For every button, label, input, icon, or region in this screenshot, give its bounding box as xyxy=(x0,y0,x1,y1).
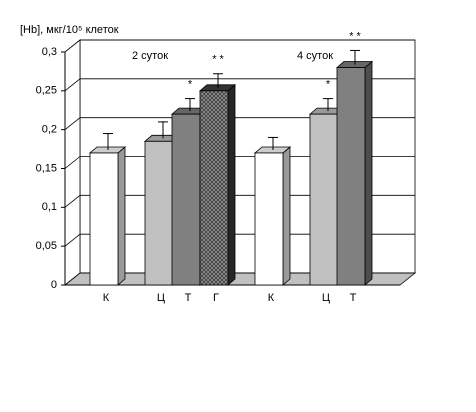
significance-mark: * * xyxy=(349,30,361,42)
grid-line xyxy=(64,233,81,247)
group-label: 2 суток xyxy=(132,50,168,62)
x-tick-label: Г xyxy=(213,292,219,304)
y-tick-label: 0,3 xyxy=(42,46,57,58)
bar-side xyxy=(117,146,126,286)
y-tick-label: 0,05 xyxy=(36,240,57,252)
bar xyxy=(309,113,339,286)
x-tick-label: Ц xyxy=(322,292,330,304)
significance-mark: * * xyxy=(212,54,224,66)
significance-mark: * xyxy=(326,79,331,91)
grid-line xyxy=(64,117,81,130)
significance-mark: * xyxy=(188,79,193,91)
grid-line xyxy=(64,156,81,169)
bar-side xyxy=(282,146,291,286)
x-tick-label: К xyxy=(103,292,110,304)
bar xyxy=(336,67,366,286)
chart-title: [Hb], мкг/10⁵ клеток xyxy=(20,24,119,36)
y-tick-label: 0,15 xyxy=(36,162,57,174)
x-tick-label: Ц xyxy=(157,292,165,304)
bar xyxy=(171,113,201,286)
bar-side xyxy=(227,83,236,286)
grid-line xyxy=(64,78,81,92)
x-tick-label: Т xyxy=(350,292,357,304)
y-tick-label: 0,1 xyxy=(42,201,57,213)
grid-line xyxy=(64,272,81,286)
grid-line xyxy=(64,195,81,208)
x-tick-label: Т xyxy=(185,292,192,304)
bar-side xyxy=(364,60,373,286)
bar xyxy=(144,140,174,286)
y-tick-label: 0 xyxy=(51,279,57,291)
bar xyxy=(89,152,119,286)
bar xyxy=(254,152,284,286)
group-label: 4 суток xyxy=(297,50,333,62)
grid-line xyxy=(64,39,81,53)
x-tick-label: К xyxy=(268,292,275,304)
y-tick-label: 0,25 xyxy=(36,85,57,97)
bar xyxy=(199,90,229,286)
y-tick-label: 0,2 xyxy=(42,124,57,136)
